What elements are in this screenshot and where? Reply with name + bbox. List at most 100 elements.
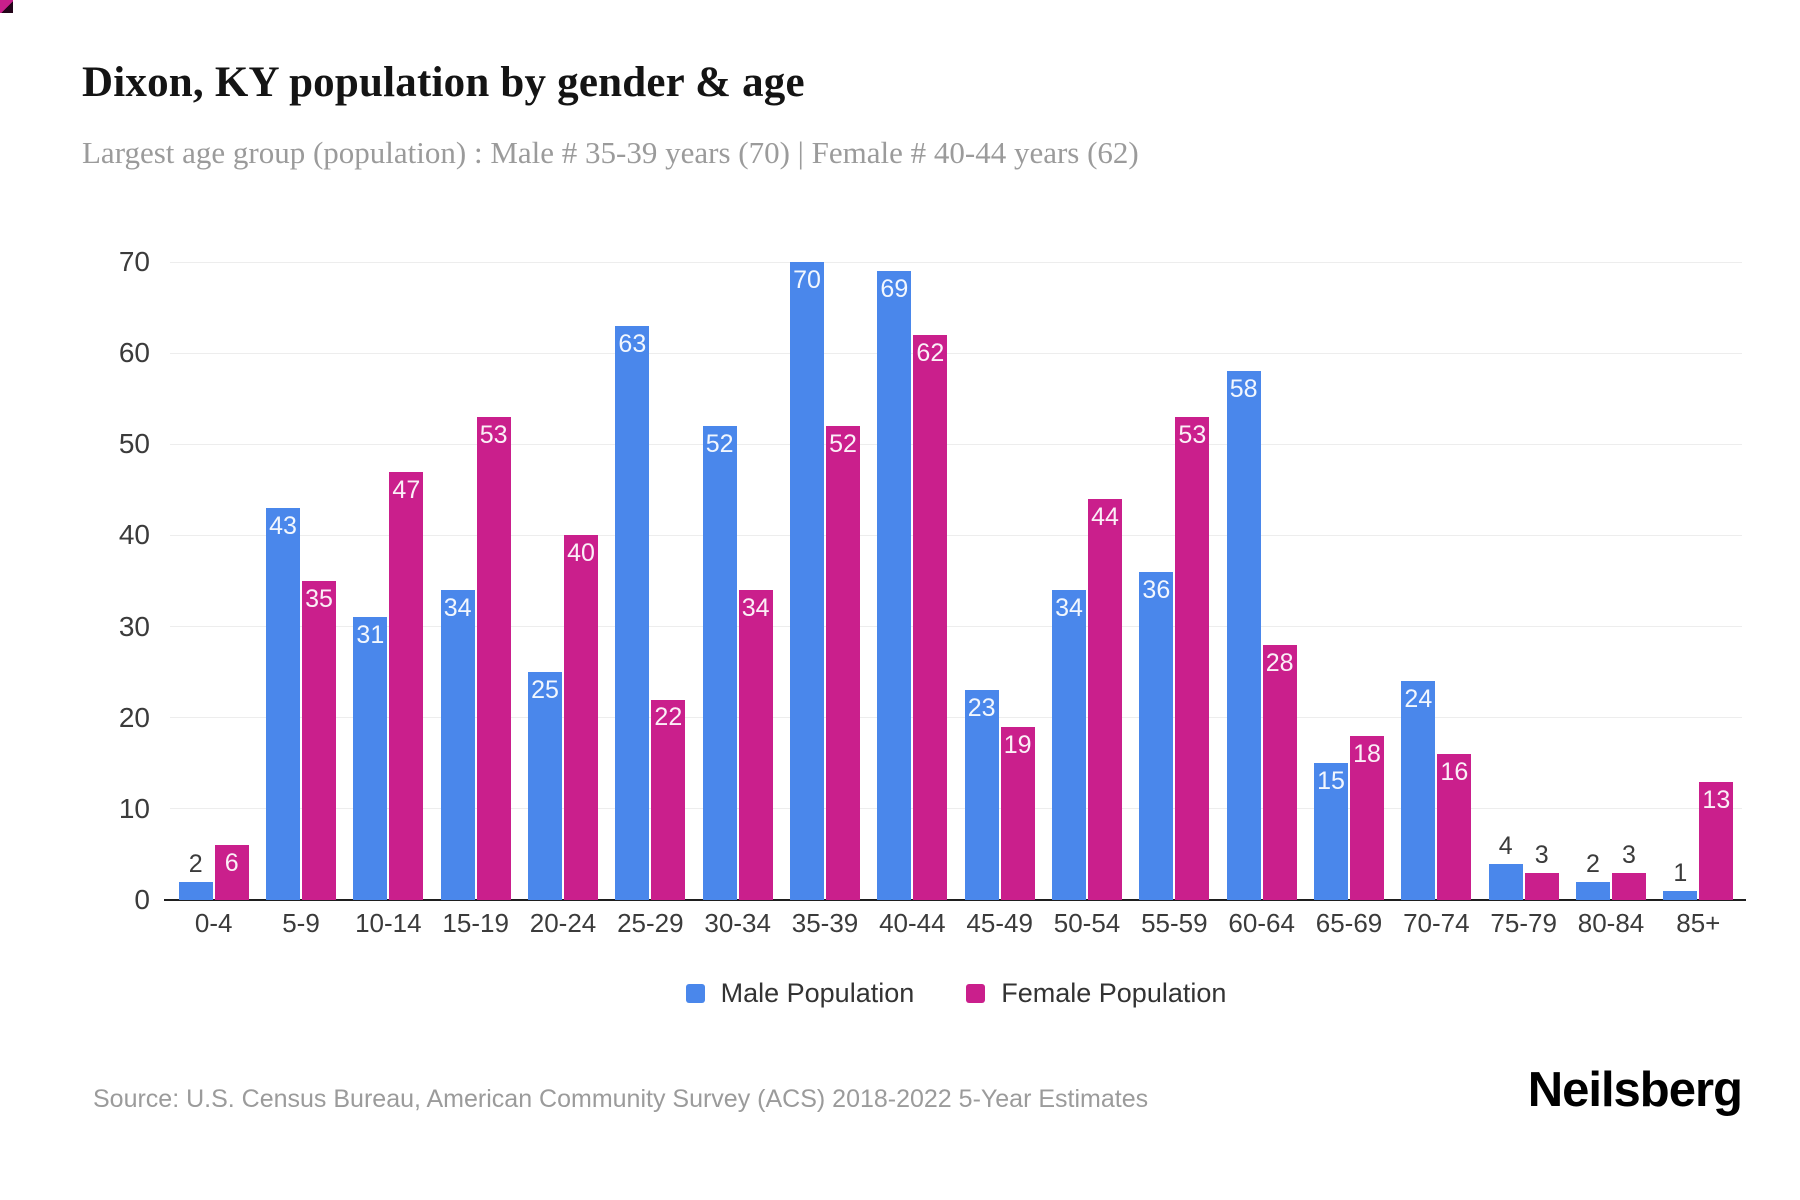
legend-item-male-population[interactable]: Male Population [685, 977, 915, 1009]
bar-female-population-80-84[interactable] [1612, 872, 1646, 900]
bar-value-label-male-population-20-24: 25 [531, 676, 559, 705]
bar-value-label-female-population-75-79: 3 [1534, 840, 1549, 869]
bar-value-label-female-population-25-29: 22 [654, 703, 683, 732]
bar-value-label-male-population-35-39: 70 [793, 266, 821, 294]
bar-value-label-male-population-75-79: 4 [1498, 831, 1513, 860]
bar-female-population-55-59[interactable] [1175, 416, 1210, 900]
bar-value-label-female-population-15-19: 53 [479, 420, 508, 449]
bar-value-label-male-population-30-34: 52 [705, 430, 734, 459]
bar-value-label-male-population-70-74: 24 [1404, 685, 1433, 714]
bar-value-label-female-population-85-: 13 [1702, 785, 1731, 814]
bar-value-label-female-population-80-84: 3 [1622, 840, 1636, 869]
female-series-swatch [966, 983, 986, 1003]
bar-male-population-75-79[interactable] [1488, 863, 1523, 900]
bar-value-label-female-population-60-64: 28 [1265, 648, 1294, 677]
y-axis-tick-label-40: 40 [118, 519, 150, 551]
bar-male-population-0-4[interactable] [178, 881, 213, 900]
bar-male-population-70-74[interactable] [1401, 681, 1436, 900]
bar-value-label-male-population-45-49: 23 [967, 694, 996, 723]
bar-value-label-female-population-5-9: 35 [305, 585, 333, 613]
x-axis-category-label-30-34: 30-34 [704, 908, 771, 938]
bar-value-label-female-population-35-39: 52 [829, 430, 857, 459]
bar-value-label-male-population-65-69: 15 [1317, 767, 1345, 796]
bar-male-population-30-34[interactable] [702, 426, 737, 900]
bar-female-population-70-74[interactable] [1437, 754, 1472, 900]
x-axis-category-label-65-69: 65-69 [1315, 908, 1383, 938]
x-axis-category-label-70-74: 70-74 [1403, 908, 1470, 938]
gridline-y-50 [170, 443, 1742, 445]
corner-mark [0, 0, 13, 13]
bar-female-population-10-14[interactable] [389, 471, 424, 900]
bar-male-population-20-24[interactable] [528, 672, 562, 900]
x-axis-category-label-35-39: 35-39 [791, 908, 859, 938]
bar-value-label-male-population-5-9: 43 [269, 512, 297, 541]
bar-male-population-5-9[interactable] [266, 508, 300, 900]
bar-female-population-85-[interactable] [1699, 781, 1734, 900]
y-axis-tick-label-0: 0 [134, 884, 150, 915]
bar-value-label-male-population-55-59: 36 [1142, 575, 1171, 604]
bar-female-population-5-9[interactable] [302, 581, 336, 900]
bar-value-label-female-population-50-54: 44 [1091, 502, 1119, 531]
x-axis-category-label-80-84: 80-84 [1577, 908, 1645, 938]
bar-male-population-55-59[interactable] [1139, 571, 1174, 900]
neilsberg-logo: Neilsberg [1527, 1063, 1743, 1117]
legend-item-female-population[interactable]: Female Population [966, 978, 1226, 1009]
legend-label-male-population: Male Population [720, 977, 915, 1008]
bar-female-population-0-4[interactable] [214, 845, 249, 900]
y-axis-tick-label-10: 10 [118, 792, 150, 824]
bar-male-population-80-84[interactable] [1576, 881, 1610, 900]
bar-female-population-30-34[interactable] [738, 590, 773, 900]
legend-label-female-population: Female Population [1001, 977, 1227, 1008]
bar-value-label-male-population-40-44: 69 [880, 275, 909, 304]
x-axis-category-label-10-14: 10-14 [355, 908, 422, 938]
bar-value-label-female-population-20-24: 40 [567, 539, 595, 568]
x-axis-category-label-25-29: 25-29 [617, 908, 684, 938]
bar-female-population-40-44[interactable] [913, 334, 948, 900]
bar-male-population-25-29[interactable] [615, 325, 650, 900]
bar-female-population-75-79[interactable] [1524, 872, 1559, 900]
bar-female-population-50-54[interactable] [1088, 498, 1122, 900]
y-axis-tick-label-20: 20 [118, 701, 150, 733]
bar-value-label-female-population-55-59: 53 [1178, 420, 1207, 449]
x-axis-category-label-50-54: 50-54 [1053, 908, 1121, 938]
bar-male-population-15-19[interactable] [440, 590, 475, 900]
x-axis-category-label-20-24: 20-24 [529, 908, 597, 938]
bar-female-population-15-19[interactable] [476, 416, 511, 900]
x-axis-category-label-60-64: 60-64 [1228, 908, 1295, 938]
bar-value-label-male-population-60-64: 58 [1229, 375, 1258, 404]
bar-female-population-25-29[interactable] [651, 699, 686, 900]
bar-female-population-65-69[interactable] [1350, 735, 1384, 900]
bar-value-label-male-population-80-84: 2 [1586, 849, 1600, 878]
gridline-y-70 [170, 261, 1742, 263]
y-axis-tick-label-50: 50 [118, 428, 150, 460]
bar-value-label-male-population-25-29: 63 [618, 329, 647, 358]
bar-male-population-45-49[interactable] [964, 690, 999, 900]
bar-male-population-35-39[interactable] [790, 262, 824, 900]
bar-male-population-85-[interactable] [1663, 890, 1698, 900]
bar-value-label-female-population-0-4: 6 [224, 849, 239, 878]
bar-male-population-65-69[interactable] [1314, 763, 1348, 900]
x-axis-category-label-45-49: 45-49 [966, 908, 1033, 938]
source-attribution: Source: U.S. Census Bureau, American Com… [93, 1085, 1149, 1113]
bar-male-population-10-14[interactable] [353, 617, 388, 900]
bar-value-label-female-population-70-74: 16 [1440, 758, 1469, 787]
gridline-y-20 [170, 717, 1742, 719]
bar-female-population-35-39[interactable] [826, 426, 860, 900]
x-axis-category-label-40-44: 40-44 [879, 908, 946, 938]
bar-value-label-female-population-10-14: 47 [392, 475, 421, 504]
bar-female-population-60-64[interactable] [1262, 644, 1297, 900]
bar-value-label-female-population-30-34: 34 [741, 594, 770, 623]
bar-value-label-female-population-65-69: 18 [1353, 739, 1381, 768]
plot-area: 0 10 20 30 40 50 60 70 0-4 5-9 10-14 15-19 20-24 25-2… [119, 248, 1746, 938]
bar-female-population-20-24[interactable] [564, 535, 598, 900]
chart-title: Dixon, KY population by gender & age [82, 59, 805, 106]
bar-male-population-50-54[interactable] [1052, 590, 1086, 900]
x-axis-category-label-5-9: 5-9 [282, 908, 320, 938]
bar-male-population-40-44[interactable] [877, 271, 912, 900]
bar-female-population-45-49[interactable] [1000, 726, 1035, 900]
bar-value-label-male-population-10-14: 31 [356, 621, 385, 650]
bar-value-label-female-population-40-44: 62 [916, 338, 945, 367]
gridline-y-60 [170, 352, 1742, 354]
bar-male-population-60-64[interactable] [1226, 371, 1261, 900]
